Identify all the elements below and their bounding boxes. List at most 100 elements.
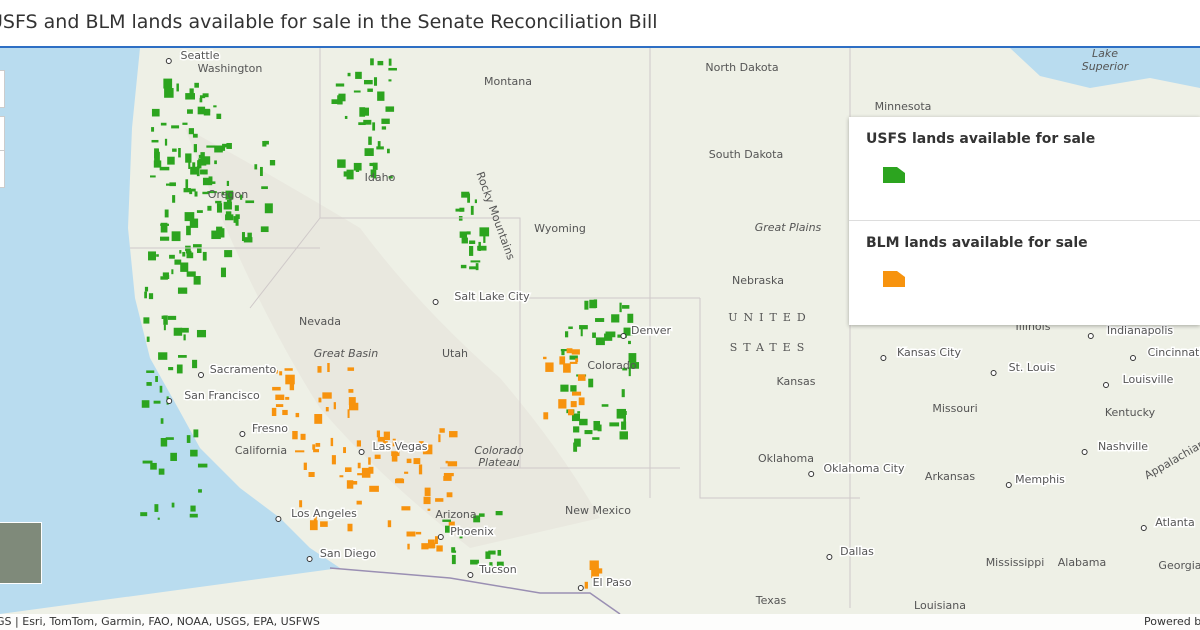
land-patch [566,348,573,354]
land-patch [165,437,174,440]
legend-label: BLM lands available for sale [866,235,1088,251]
zoom-out[interactable] [0,116,5,154]
land-patch [259,166,263,177]
land-patch [470,559,479,565]
land-patch [369,485,379,492]
land-patch [269,159,276,166]
city-dot [437,534,444,540]
land-patch [438,434,441,443]
land-patch [377,60,384,66]
land-patch [163,78,173,89]
land-patch [413,458,421,465]
land-patch [451,554,456,565]
land-patch [158,352,168,360]
land-patch [455,208,464,212]
land-patch [245,200,255,204]
land-patch [192,359,198,369]
map-label: Georgia [1158,559,1200,572]
land-patch [188,128,194,135]
home[interactable] [0,150,5,188]
land-patch [186,435,191,443]
map-label: Kansas [777,375,816,388]
map-label: Nevada [299,315,341,328]
land-patch [140,512,148,517]
land-patch [223,201,232,210]
map-label: Dallas [840,545,874,558]
land-patch [445,460,448,464]
land-patch [179,250,182,254]
land-patch [347,367,355,371]
land-patch [164,138,168,146]
land-patch [434,536,438,545]
land-patch [172,148,177,152]
legend-swatch [883,271,905,287]
land-patch [628,367,631,377]
land-patch [571,349,580,355]
land-patch [621,421,627,430]
land-patch [571,413,581,422]
land-patch [144,286,149,292]
land-patch [353,90,361,93]
land-patch [213,105,217,108]
land-patch [155,376,158,382]
land-patch [194,191,198,197]
land-patch [186,225,191,236]
land-patch [159,385,163,393]
land-patch [629,362,640,369]
map-label: Superior [1082,60,1130,73]
land-patch [355,71,362,79]
land-patch [488,550,496,555]
map-label: San Diego [320,547,376,560]
land-patch [574,438,581,447]
city-dot [358,449,365,455]
land-patch [370,58,374,66]
land-patch [350,481,358,485]
land-patch [415,531,422,535]
land-patch [154,148,159,159]
land-patch [559,356,566,365]
land-patch [573,426,580,433]
land-patch [202,108,211,113]
map-label: Kansas City [897,346,961,359]
city-dot [990,370,997,376]
land-patch [469,266,479,270]
map-label: Colorado [587,359,636,372]
land-patch [496,561,504,572]
land-patch [160,122,167,126]
land-patch [430,542,435,545]
land-patch [439,428,445,433]
land-patch [448,521,455,529]
city-dot [1103,382,1109,388]
land-patch [473,515,481,523]
land-patch [202,177,213,186]
map-label: Salt Lake City [454,290,530,303]
zoom-in[interactable] [0,70,5,108]
land-patch [193,275,201,285]
land-patch [543,356,547,360]
land-patch [344,115,348,119]
land-patch [560,384,569,392]
basemap-toggle[interactable] [0,522,42,584]
land-patch [184,212,195,222]
map-label: El Paso [593,576,632,589]
land-patch [211,181,216,184]
land-patch [571,391,582,396]
map-label: Memphis [1015,473,1065,486]
city-dot [1140,525,1147,531]
land-patch [284,368,293,371]
land-patch [567,409,574,416]
land-patch [261,186,268,190]
land-patch [189,88,194,95]
land-patch [202,156,211,165]
land-patch [343,447,347,454]
borders [130,48,860,614]
land-patch [171,269,174,275]
land-patch [356,500,362,505]
land-patch [164,209,169,218]
powered-by[interactable]: Powered by Esri [1144,615,1200,628]
land-patch [363,79,373,85]
map-label: Idaho [365,171,396,184]
land-patch [404,471,409,474]
land-patch [271,407,277,417]
land-patch [186,188,196,192]
